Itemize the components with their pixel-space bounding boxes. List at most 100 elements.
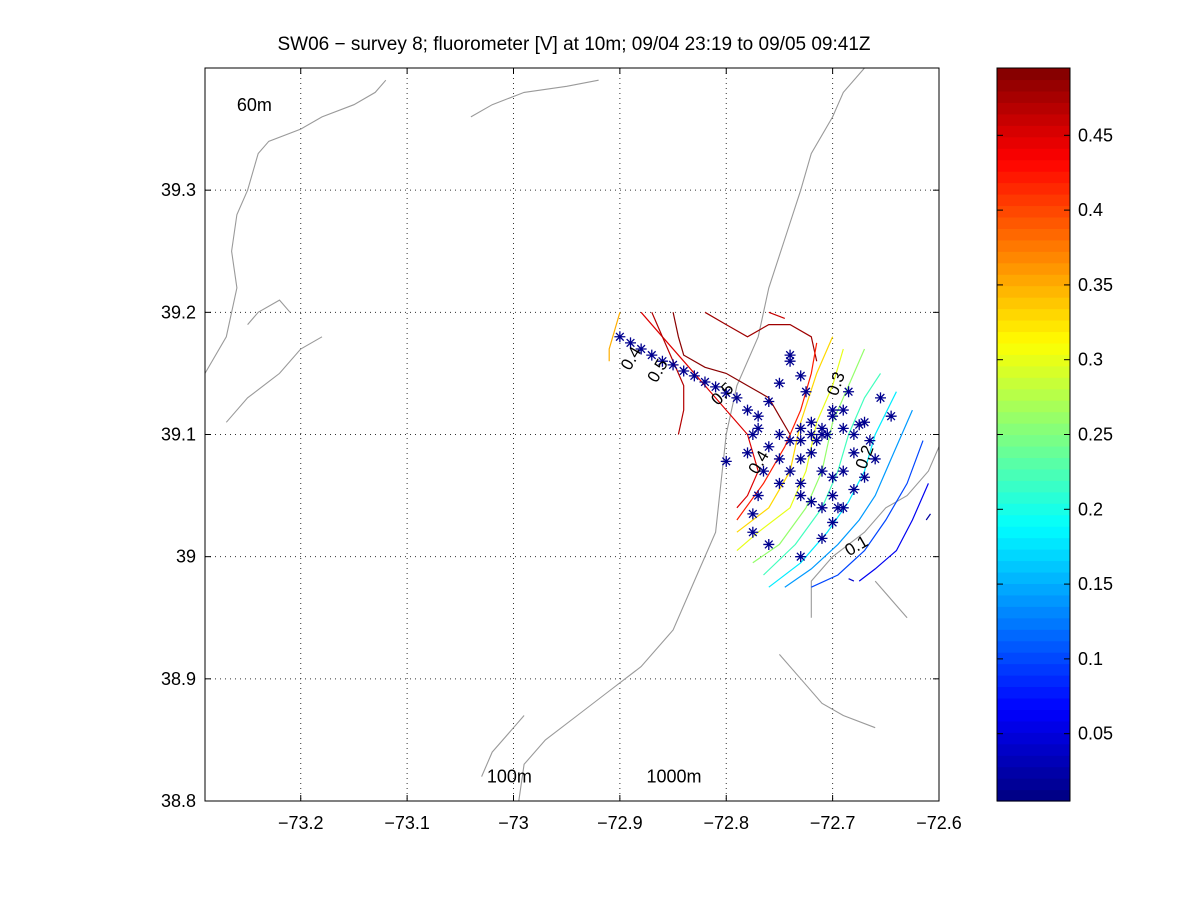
colorbar-band (997, 720, 1070, 733)
colorbar-band (997, 617, 1070, 630)
bathymetry-line (810, 446, 940, 618)
contour-line (768, 311, 786, 319)
station-marker (837, 404, 849, 416)
colorbar-band (997, 113, 1070, 126)
station-marker (805, 496, 817, 508)
station-marker (827, 490, 839, 502)
colorbar-band (997, 594, 1070, 607)
colorbar-band (997, 766, 1070, 779)
colorbar-band (997, 377, 1070, 390)
station-marker (731, 392, 743, 404)
station-marker (869, 453, 881, 465)
station-marker (827, 410, 839, 422)
colorbar-band (997, 136, 1070, 149)
colorbar-band (997, 606, 1070, 619)
station-marker (773, 429, 785, 440)
colorbar-band (997, 171, 1070, 184)
bathymetry-line (470, 79, 599, 118)
contour-line (768, 391, 897, 588)
colorbar-band (997, 789, 1070, 802)
bathymetry-line (247, 299, 291, 325)
station-marker (885, 410, 897, 422)
colorbar-tick-label: 0.05 (1078, 724, 1113, 744)
station-marker (784, 355, 796, 367)
station-marker (827, 471, 839, 483)
station-marker (859, 416, 871, 428)
station-marker (843, 386, 855, 398)
colorbar-band (997, 675, 1070, 688)
station-marker (625, 337, 637, 349)
contour-line (736, 342, 818, 521)
bathymetry-label: 60m (237, 95, 272, 115)
colorbar-band (997, 571, 1070, 584)
station-marker (816, 422, 828, 434)
station-marker (773, 477, 785, 489)
colorbar-tick-label: 0.35 (1078, 275, 1113, 295)
station-marker (864, 435, 876, 447)
contour-line (811, 440, 924, 588)
bathymetry-line (225, 336, 323, 423)
bathymetry-line (778, 654, 876, 729)
colorbar-band (997, 228, 1070, 241)
station-marker (816, 465, 828, 477)
colorbar-band (997, 285, 1070, 298)
colorbar-band (997, 388, 1070, 401)
colorbar-band (997, 400, 1070, 413)
station-marker (795, 490, 807, 502)
station-marker (699, 376, 711, 388)
colorbar-band (997, 342, 1070, 355)
y-tick-label: 39.2 (161, 302, 196, 322)
station-marker (827, 404, 839, 416)
station-marker (678, 365, 690, 377)
station-marker (805, 429, 817, 440)
contour-line (640, 311, 759, 509)
station-marker (757, 465, 769, 477)
station-marker (747, 526, 759, 538)
bathymetry-label: 100m (487, 767, 532, 787)
station-marker (752, 490, 764, 502)
station-marker (742, 447, 754, 459)
bathymetry-line (204, 79, 387, 374)
x-tick-label: −72.6 (916, 813, 962, 833)
colorbar-band (997, 503, 1070, 516)
colorbar-band (997, 216, 1070, 229)
colorbar-band (997, 709, 1070, 722)
colorbar-band (997, 583, 1070, 596)
colorbar-band (997, 274, 1070, 287)
contour-line (672, 312, 791, 435)
colorbar-band (997, 125, 1070, 138)
station-marker (656, 355, 668, 367)
contour-line (925, 513, 931, 521)
y-tick-label: 38.9 (161, 669, 196, 689)
contour-line (848, 578, 855, 582)
station-marker (816, 502, 828, 514)
colorbar-band (997, 434, 1070, 447)
y-tick-label: 39.1 (161, 425, 196, 445)
station-marker (763, 396, 775, 408)
colorbar-band (997, 68, 1070, 81)
station-marker (795, 477, 807, 489)
chart-title: SW06 − survey 8; fluorometer [V] at 10m;… (277, 34, 870, 55)
colorbar-band (997, 297, 1070, 310)
station-marker (763, 441, 775, 453)
colorbar-band (997, 457, 1070, 470)
station-marker (848, 483, 860, 495)
station-marker (821, 429, 833, 440)
colorbar-band (997, 663, 1070, 676)
x-tick-label: −72.8 (703, 813, 749, 833)
colorbar-band (997, 537, 1070, 550)
colorbar-band (997, 480, 1070, 493)
colorbar-tick-label: 0.1 (1078, 649, 1103, 669)
colorbar: 0.05 0.1 0.15 0.2 0.25 0.3 0.35 0.4 0.45 (996, 67, 1113, 802)
contour-line (858, 483, 929, 582)
colorbar-band (997, 423, 1070, 436)
station-marker (688, 370, 700, 382)
colorbar-band (997, 640, 1070, 653)
colorbar-band (997, 468, 1070, 481)
colorbar-band (997, 697, 1070, 710)
x-tick-label: −73.2 (278, 813, 324, 833)
station-marker (853, 419, 865, 431)
station-marker (816, 532, 828, 544)
